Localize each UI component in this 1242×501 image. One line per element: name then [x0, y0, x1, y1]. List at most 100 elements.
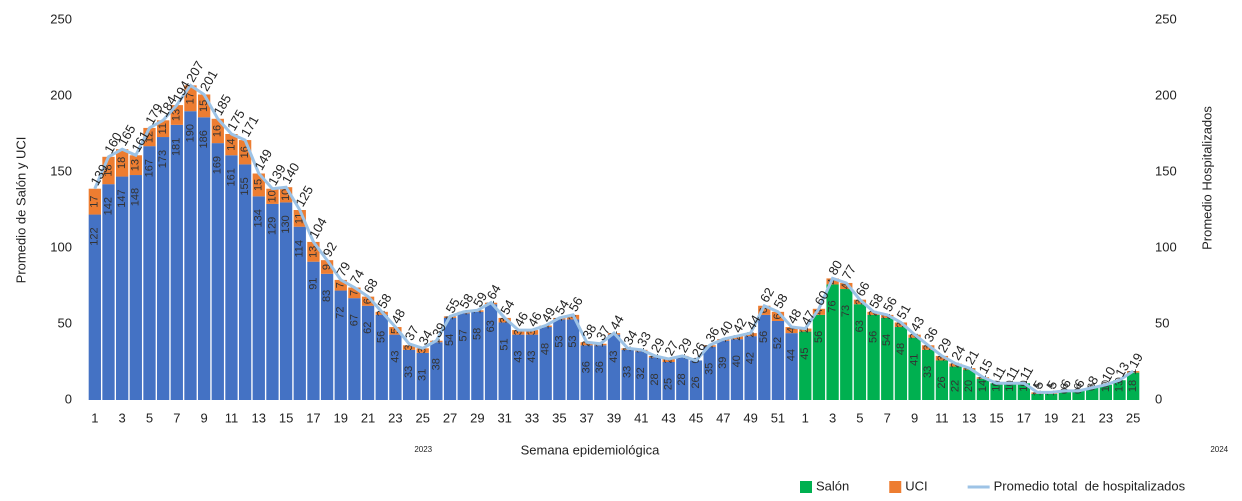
salon-label: 173: [157, 150, 169, 168]
x-tick-label: 21: [361, 410, 375, 425]
salon-label: 44: [786, 349, 798, 361]
uci-bar: [334, 279, 347, 291]
y-axis-label: Promedio de Salón y UCI: [13, 137, 28, 284]
salon-label: 53: [567, 335, 579, 347]
salon-bar: [607, 334, 621, 400]
salon-label: 43: [512, 351, 524, 363]
salon-label: 147: [116, 189, 128, 207]
x-tick-label: 3: [119, 410, 126, 425]
salon-bar: [156, 137, 170, 401]
salon-label: 45: [799, 347, 811, 359]
x-tick-label: 11: [225, 410, 239, 425]
uci-label: 4: [813, 309, 825, 315]
salon-label: 26: [936, 376, 948, 388]
salon-label: 72: [335, 306, 347, 318]
salon-bar: [266, 203, 279, 400]
salon-label: 130: [280, 215, 292, 233]
total-label: 29: [648, 335, 668, 355]
legend-swatch: [800, 481, 812, 493]
total-label: 66: [853, 279, 873, 299]
total-label: 51: [893, 302, 913, 322]
uci-label: 2: [867, 310, 879, 316]
salon-label: 28: [649, 373, 661, 385]
x-tick-label: 9: [201, 410, 208, 425]
salon-label: 73: [840, 305, 852, 317]
uci-bar: [840, 282, 853, 290]
x-tick-label: 15: [989, 410, 1003, 425]
salon-bar: [635, 351, 648, 400]
total-label: 55: [443, 296, 463, 316]
uci-bar: [252, 173, 265, 197]
salon-label: 169: [212, 156, 224, 174]
salon-bar: [1099, 384, 1112, 400]
uci-bar: [348, 287, 361, 299]
x-tick-label: 27: [443, 410, 457, 425]
uci-label: 3: [417, 348, 429, 354]
total-label: 38: [579, 321, 599, 341]
uci-bar: [225, 134, 238, 156]
salon-bar: [279, 202, 293, 400]
x-tick-label: 19: [334, 410, 348, 425]
salon-bar: [648, 357, 662, 400]
salon-bar: [471, 311, 484, 400]
salon-label: 11: [990, 380, 1002, 391]
salon-label: 11: [1018, 380, 1030, 391]
salon-bar: [361, 305, 375, 400]
total-label: 11: [1016, 363, 1036, 382]
x-tick-label: 29: [470, 410, 484, 425]
total-label: 79: [333, 259, 353, 279]
salon-label: 36: [594, 361, 606, 373]
x-tick-label: 35: [552, 410, 566, 425]
total-label: 64: [484, 282, 504, 302]
total-label: 140: [279, 160, 303, 186]
uci-label: 3: [895, 322, 907, 328]
x-tick-label: 45: [689, 410, 703, 425]
salon-bar: [1058, 390, 1072, 400]
total-label: 68: [361, 276, 381, 296]
salon-bar: [1113, 380, 1126, 400]
x-tick-label: 33: [525, 410, 539, 425]
salon-bar: [949, 366, 962, 400]
salon-label: 43: [526, 351, 538, 363]
salon-label: 52: [772, 337, 784, 349]
salon-label: 148: [130, 188, 142, 206]
salon-bar: [88, 214, 101, 400]
uci-bar: [211, 118, 224, 144]
total-label: 21: [962, 347, 982, 367]
total-label: 59: [470, 290, 490, 310]
uci-bar: [758, 305, 771, 315]
x-tick-label: 25: [1126, 410, 1140, 425]
salon-bar: [908, 337, 921, 400]
salon-bar: [375, 314, 388, 400]
total-label: 10: [1098, 364, 1118, 384]
salon-label: 56: [376, 331, 388, 343]
salon-label: 83: [321, 290, 333, 302]
salon-label: 8: [1086, 383, 1098, 389]
salon-label: 31: [417, 369, 429, 381]
salon-bar: [1127, 372, 1140, 400]
uci-label: 2: [949, 362, 961, 368]
x-tick-label: 39: [607, 410, 621, 425]
y2-tick-label: 200: [1155, 87, 1177, 102]
salon-bar: [812, 314, 826, 400]
salon-bar: [402, 349, 416, 400]
uci-label: 17: [89, 196, 101, 208]
uci-label: 13: [130, 159, 142, 171]
uci-label: 6: [758, 307, 770, 313]
y2-tick-label: 0: [1155, 391, 1162, 406]
total-label: 48: [388, 306, 408, 326]
uci-bar: [935, 355, 949, 361]
salon-label: 42: [745, 352, 757, 364]
salon-label: 38: [430, 358, 442, 370]
total-label: 24: [948, 343, 968, 363]
salon-bar: [1004, 383, 1017, 400]
total-label: 54: [497, 297, 517, 317]
x-tick-label: 7: [884, 410, 891, 425]
salon-bar: [170, 124, 183, 400]
total-label: 44: [743, 312, 763, 332]
salon-label: 39: [717, 357, 729, 369]
salon-label: 56: [813, 331, 825, 343]
salon-label: 58: [471, 328, 483, 340]
uci-label: 18: [116, 157, 128, 169]
uci-bar: [88, 188, 101, 215]
